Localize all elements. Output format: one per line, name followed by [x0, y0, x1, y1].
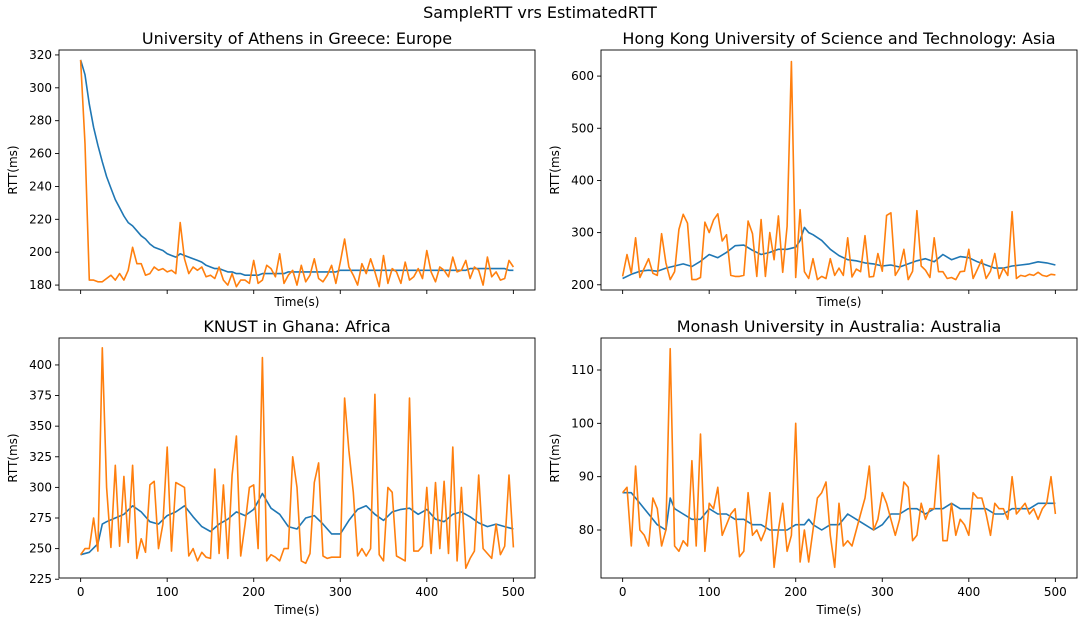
x-tick-label: 100: [698, 585, 721, 599]
series-line-sample: [79, 59, 515, 288]
x-tick-label: 100: [156, 585, 179, 599]
y-tick-label: 100: [571, 416, 594, 430]
axes-frame: [58, 337, 536, 579]
y-tick-label: 300: [571, 226, 594, 240]
y-axis-label: RTT(ms): [548, 433, 562, 482]
x-tick-label: 0: [619, 585, 627, 599]
series-line-sample: [79, 346, 515, 570]
x-axis-label: Time(s): [274, 295, 320, 309]
y-tick-label: 350: [29, 419, 52, 433]
y-tick-label: 400: [29, 358, 52, 372]
subplot-3: KNUST in Ghana: Africa 0 100 200 300 400 500 22…: [6, 317, 536, 617]
y-tick-label: 275: [29, 511, 52, 525]
figure-title: SampleRTT vrs EstimatedRTT: [423, 3, 657, 22]
y-axis-label: RTT(ms): [6, 433, 20, 482]
series-line-sample: [621, 347, 1057, 569]
subplot-grid: University of Athens in Greece: Europe 18…: [6, 29, 1078, 617]
x-tick-label: 300: [871, 585, 894, 599]
series-line-estimated: [80, 492, 514, 556]
y-tick-label: 300: [29, 480, 52, 494]
x-tick-label: 200: [242, 585, 265, 599]
series-line-sample: [621, 60, 1056, 281]
x-axis-label: Time(s): [274, 603, 320, 617]
subplot-title: Monash University in Australia: Australi…: [677, 317, 1002, 336]
x-tick-label: 500: [1044, 585, 1067, 599]
x-tick-label: 0: [77, 585, 85, 599]
y-tick-label: 600: [571, 69, 594, 83]
x-tick-label: 500: [502, 585, 525, 599]
y-tick-label: 220: [29, 212, 52, 226]
subplot-title: Hong Kong University of Science and Tech…: [622, 29, 1055, 48]
y-tick-label: 240: [29, 179, 52, 193]
x-tick-label: 200: [784, 585, 807, 599]
y-axis-label: RTT(ms): [548, 145, 562, 194]
y-tick-label: 260: [29, 147, 52, 161]
y-tick-label: 500: [571, 121, 594, 135]
y-tick-label: 325: [29, 450, 52, 464]
y-tick-label: 200: [29, 245, 52, 259]
y-tick-label: 300: [29, 81, 52, 95]
subplot-4: Monash University in Australia: Australi…: [548, 317, 1078, 617]
subplot-title: KNUST in Ghana: Africa: [203, 317, 390, 336]
x-tick-label: 300: [329, 585, 352, 599]
y-tick-label: 180: [29, 278, 52, 292]
y-axis-label: RTT(ms): [6, 145, 20, 194]
y-tick-label: 320: [29, 48, 52, 62]
series-line-estimated: [79, 59, 514, 277]
axes-frame: [600, 49, 1078, 291]
axes-frame: [58, 49, 536, 291]
y-tick-label: 375: [29, 389, 52, 403]
subplot-2: Hong Kong University of Science and Tech…: [548, 29, 1078, 309]
y-tick-label: 200: [571, 278, 594, 292]
x-tick-label: 400: [957, 585, 980, 599]
x-tick-label: 400: [415, 585, 438, 599]
x-axis-label: Time(s): [816, 295, 862, 309]
axes-frame: [600, 337, 1078, 579]
y-tick-label: 400: [571, 173, 594, 187]
y-tick-label: 110: [571, 363, 594, 377]
y-tick-label: 80: [579, 523, 594, 537]
x-axis-label: Time(s): [816, 603, 862, 617]
y-tick-label: 90: [579, 470, 594, 484]
y-tick-label: 280: [29, 114, 52, 128]
y-tick-label: 250: [29, 542, 52, 556]
subplot-1: University of Athens in Greece: Europe 18…: [6, 29, 536, 309]
y-tick-label: 225: [29, 572, 52, 586]
subplot-title: University of Athens in Greece: Europe: [142, 29, 452, 48]
